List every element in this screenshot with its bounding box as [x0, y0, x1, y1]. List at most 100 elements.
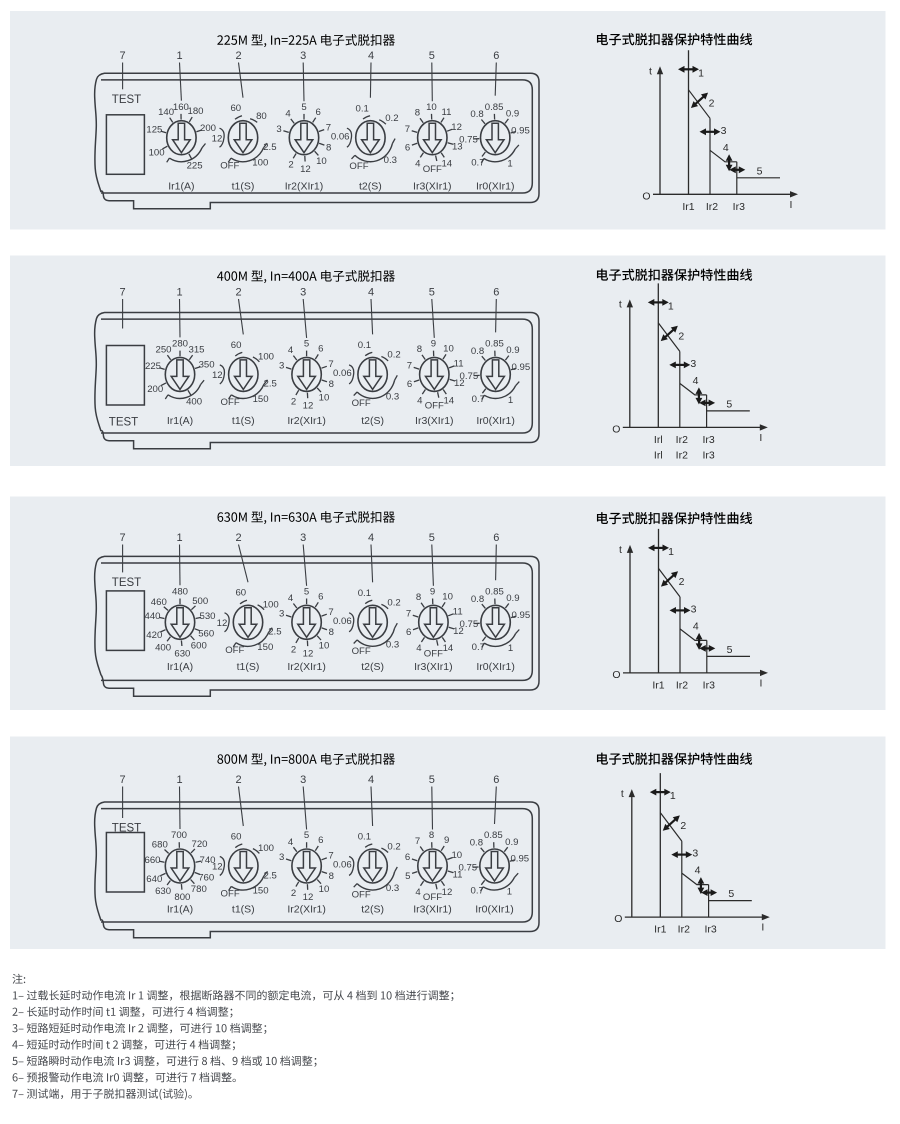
- svg-text:350: 350: [199, 360, 215, 371]
- svg-text:Ir1(A): Ir1(A): [168, 181, 194, 193]
- svg-text:1: 1: [670, 790, 676, 802]
- svg-text:2: 2: [235, 532, 241, 544]
- svg-text:11: 11: [453, 606, 463, 617]
- svg-text:2: 2: [235, 774, 241, 786]
- svg-text:10: 10: [443, 344, 454, 355]
- svg-text:OFF: OFF: [220, 160, 239, 171]
- svg-text:4: 4: [417, 395, 423, 406]
- svg-text:4: 4: [368, 287, 374, 299]
- svg-text:12: 12: [453, 626, 464, 637]
- svg-text:530: 530: [199, 611, 215, 622]
- svg-text:OFF: OFF: [349, 161, 368, 172]
- svg-text:14: 14: [443, 395, 454, 406]
- svg-text:t1(S): t1(S): [232, 904, 255, 916]
- svg-text:400: 400: [155, 642, 171, 653]
- svg-text:5: 5: [728, 888, 734, 900]
- svg-text:7: 7: [328, 851, 333, 862]
- svg-text:60: 60: [231, 831, 242, 842]
- svg-text:0.85: 0.85: [485, 102, 504, 113]
- svg-text:2.5: 2.5: [264, 379, 277, 390]
- svg-text:1: 1: [176, 287, 182, 299]
- svg-text:2.5: 2.5: [263, 142, 276, 153]
- svg-text:OFF: OFF: [423, 892, 442, 903]
- svg-text:Irl: Irl: [654, 449, 663, 461]
- svg-text:4: 4: [693, 375, 699, 387]
- svg-text:100: 100: [258, 351, 274, 362]
- svg-text:7: 7: [405, 124, 410, 135]
- svg-text:3: 3: [690, 358, 696, 370]
- svg-text:12: 12: [454, 378, 465, 389]
- svg-text:14: 14: [443, 643, 454, 654]
- svg-text:7: 7: [407, 361, 412, 372]
- svg-text:10: 10: [426, 102, 437, 113]
- svg-text:OFF: OFF: [352, 646, 371, 657]
- svg-text:OFF: OFF: [425, 401, 444, 412]
- svg-text:0.75: 0.75: [459, 134, 478, 145]
- svg-text:t1(S): t1(S): [237, 661, 260, 673]
- svg-text:11: 11: [442, 107, 452, 118]
- svg-text:5: 5: [429, 50, 435, 62]
- svg-text:4: 4: [285, 109, 291, 120]
- svg-text:5: 5: [726, 398, 732, 410]
- svg-text:6: 6: [493, 50, 499, 62]
- svg-text:700: 700: [171, 830, 187, 841]
- svg-text:OFF: OFF: [225, 645, 244, 656]
- svg-text:10: 10: [451, 850, 462, 861]
- svg-text:780: 780: [191, 884, 207, 895]
- svg-text:0.2: 0.2: [385, 113, 398, 124]
- svg-text:0.95: 0.95: [512, 362, 531, 373]
- svg-text:0.95: 0.95: [510, 854, 529, 865]
- svg-text:1: 1: [508, 643, 513, 654]
- svg-text:6: 6: [316, 107, 321, 118]
- svg-text:2: 2: [680, 820, 686, 832]
- svg-text:12: 12: [303, 892, 314, 903]
- svg-text:4: 4: [416, 643, 422, 654]
- svg-text:TEST: TEST: [112, 823, 141, 835]
- svg-text:560: 560: [198, 629, 214, 640]
- svg-text:5: 5: [429, 532, 435, 544]
- svg-text:0.85: 0.85: [485, 587, 504, 598]
- svg-text:t2(S): t2(S): [359, 181, 382, 193]
- svg-text:7: 7: [415, 836, 420, 847]
- svg-text:10: 10: [442, 592, 453, 603]
- svg-text:Ir0(XIr1): Ir0(XIr1): [476, 181, 515, 193]
- svg-text:Irl: Irl: [654, 434, 663, 446]
- svg-text:0.7: 0.7: [472, 394, 485, 405]
- svg-text:10: 10: [316, 156, 327, 167]
- svg-text:5: 5: [429, 774, 435, 786]
- svg-text:140: 140: [158, 107, 174, 118]
- svg-text:5: 5: [757, 165, 763, 177]
- svg-text:1: 1: [507, 887, 512, 898]
- svg-text:8: 8: [416, 592, 421, 603]
- svg-text:Ir3(XIr1): Ir3(XIr1): [413, 181, 452, 193]
- svg-text:4: 4: [368, 532, 374, 544]
- svg-text:6: 6: [405, 143, 410, 154]
- svg-text:TEST: TEST: [112, 577, 141, 589]
- svg-text:60: 60: [230, 103, 241, 114]
- svg-text:0.1: 0.1: [358, 588, 371, 599]
- svg-text:Ir1: Ir1: [654, 924, 666, 936]
- svg-text:12: 12: [212, 862, 223, 873]
- svg-text:3: 3: [279, 608, 284, 619]
- svg-text:6: 6: [407, 379, 412, 390]
- svg-text:Ir2: Ir2: [676, 434, 688, 446]
- svg-text:11: 11: [453, 870, 463, 881]
- svg-text:2: 2: [291, 396, 296, 407]
- svg-text:1: 1: [508, 395, 513, 406]
- svg-text:0.2: 0.2: [387, 598, 400, 609]
- svg-text:4: 4: [368, 50, 374, 62]
- svg-text:150: 150: [257, 642, 273, 653]
- svg-text:t: t: [619, 544, 622, 556]
- svg-text:3: 3: [279, 852, 284, 863]
- svg-text:640: 640: [146, 874, 162, 885]
- svg-text:Ir2: Ir2: [676, 679, 688, 691]
- svg-text:0.1: 0.1: [358, 832, 371, 843]
- svg-text:8: 8: [326, 143, 331, 154]
- svg-text:630: 630: [155, 886, 171, 897]
- svg-text:12: 12: [212, 133, 223, 144]
- svg-text:5: 5: [727, 644, 733, 656]
- svg-text:Ir2(XIr1): Ir2(XIr1): [287, 904, 326, 916]
- svg-text:OFF: OFF: [423, 164, 442, 175]
- svg-text:12: 12: [451, 122, 462, 133]
- svg-text:0.3: 0.3: [384, 155, 397, 166]
